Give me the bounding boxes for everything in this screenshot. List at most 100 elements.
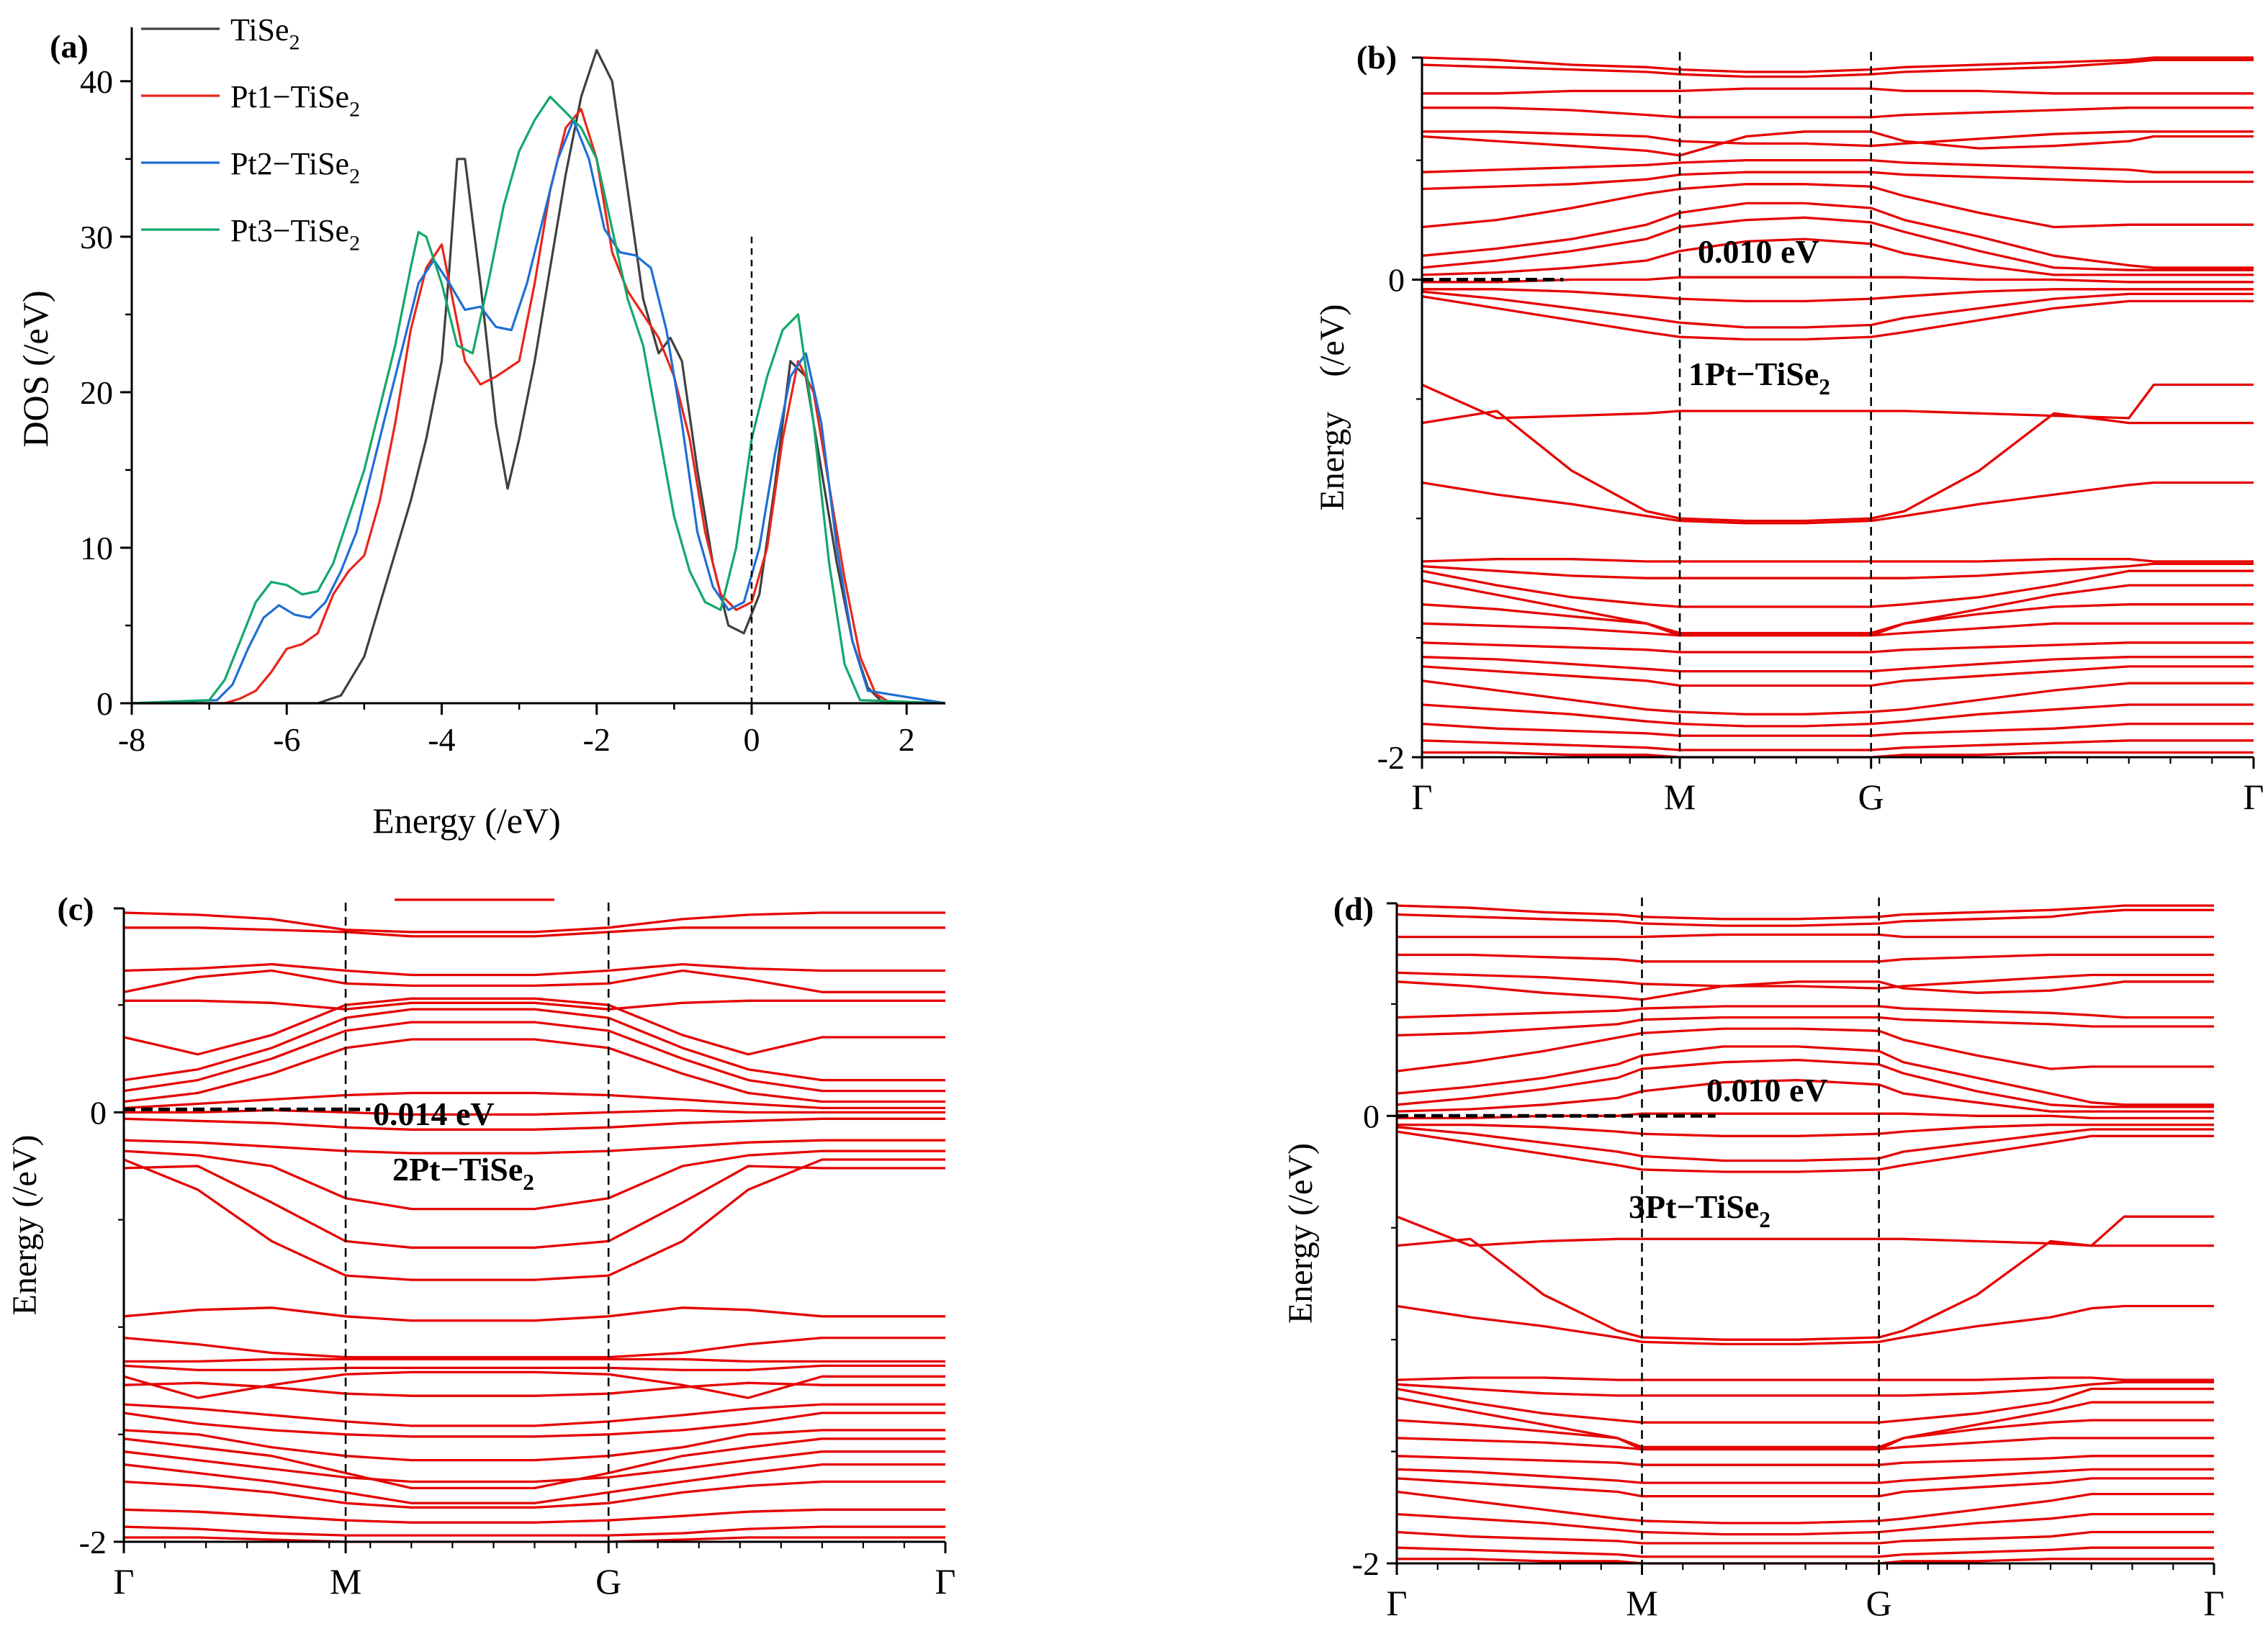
legend-entry-1: Pt1−TiSe2: [230, 79, 360, 121]
y-tick-label: 20: [80, 374, 113, 411]
dos-series-line-3: [131, 95, 946, 705]
kpoint-label: M: [1664, 777, 1696, 817]
x-axis-title: Energy (/eV): [372, 800, 560, 841]
band-title-subscript: 2: [523, 1170, 534, 1195]
legend-entry-2-base: Pt2−TiSe: [230, 146, 349, 181]
band-line-22: [1396, 1396, 2214, 1449]
band-line-6: [1396, 1005, 2214, 1019]
y-tick-label: 0: [96, 685, 113, 722]
legend-entry-0-base: TiSe: [230, 12, 289, 48]
band-line-26: [123, 1450, 945, 1483]
band-line-2: [123, 962, 945, 977]
y-tick-label: 0: [1363, 1098, 1380, 1134]
band-line-21: [1396, 1387, 2214, 1424]
band-line-4: [1396, 971, 2214, 990]
band-line-4: [1422, 130, 2254, 148]
band-line-17: [1396, 1237, 2214, 1341]
band-line-26: [1396, 1468, 2214, 1484]
legend-entry-2-subscript: 2: [349, 164, 360, 188]
kpoint-label: G: [1858, 777, 1884, 817]
band-line-5: [1421, 130, 2254, 157]
band-line-12: [1422, 276, 2254, 284]
band-line-6: [1421, 158, 2254, 173]
band-line-9: [1421, 202, 2254, 269]
band-line-18: [1396, 1304, 2214, 1346]
band-gap-annotation: 0.014 eV: [373, 1096, 495, 1132]
band-line-16: [123, 1306, 945, 1322]
band-title-subscript: 2: [1819, 374, 1830, 399]
kpoint-label: G: [1866, 1583, 1892, 1623]
band-line-29: [1421, 703, 2254, 728]
kpoint-label: M: [330, 1561, 361, 1602]
band-title-base: 2Pt−TiSe: [392, 1151, 523, 1188]
band-line-19: [1421, 558, 2254, 563]
band-line-4: [124, 999, 945, 1011]
band-line-26: [1421, 656, 2254, 673]
kpoint-label: Γ: [2204, 1583, 2225, 1623]
band-line-30: [123, 1525, 945, 1537]
band-line-13: [1422, 288, 2254, 303]
kpoint-label: Γ: [2244, 777, 2264, 817]
x-tick-label: -4: [428, 721, 455, 758]
kpoint-label: Γ: [1387, 1583, 1408, 1623]
band-line-1: [1396, 908, 2214, 927]
band-line-6: [123, 1008, 945, 1082]
band-line-19: [123, 1364, 945, 1372]
band-line-1: [124, 926, 945, 938]
band-line-5: [1396, 980, 2214, 1001]
kpoint-label: Γ: [1412, 777, 1433, 817]
band-line-20: [123, 1370, 945, 1399]
kpoint-label: Γ: [935, 1561, 956, 1602]
band-line-13: [1397, 1124, 2214, 1137]
dos-series-line-2: [131, 119, 946, 705]
y-tick-label: 10: [80, 530, 113, 566]
band-line-0: [1396, 904, 2214, 921]
band-line-15: [1421, 295, 2254, 341]
band-line-18: [124, 1358, 945, 1363]
band-line-9: [123, 1091, 945, 1110]
band-line-7: [123, 1021, 945, 1093]
band-title-subscript: 2: [1759, 1207, 1770, 1232]
band-line-2: [1422, 87, 2254, 95]
band-line-2: [1397, 933, 2214, 939]
y-axis-title: Energy (/eV): [1282, 1143, 1320, 1324]
band-line-24: [1396, 1437, 2214, 1451]
panel-tag-b: (b): [1356, 39, 1397, 76]
x-tick-label: -8: [118, 721, 145, 758]
band-line-3: [123, 969, 945, 993]
band-line-22: [123, 1403, 945, 1427]
band-line-11: [1396, 1078, 2214, 1113]
panel-tag-c: (c): [57, 890, 94, 927]
band-line-15: [123, 1165, 945, 1249]
legend-entry-3: Pt3−TiSe2: [230, 213, 360, 255]
band-line-3: [1397, 953, 2214, 963]
band-line-9: [1396, 1045, 2214, 1106]
band-line-5: [123, 997, 945, 1056]
band-line-25: [1421, 641, 2254, 654]
band-line-11: [123, 1117, 945, 1131]
band-line-27: [123, 1463, 945, 1504]
band-gap-annotation: 0.010 eV: [1698, 233, 1819, 270]
band-line-20: [1396, 1381, 2214, 1397]
band-line-18: [1421, 481, 2254, 525]
band-line-17: [123, 1336, 945, 1359]
band-title: 2Pt−TiSe2: [392, 1151, 534, 1195]
band-title-base: 3Pt−TiSe: [1629, 1188, 1759, 1225]
band-line-8: [1396, 1027, 2214, 1072]
legend-entry-2: Pt2−TiSe2: [230, 146, 360, 188]
y-tick-label: -2: [1352, 1545, 1380, 1582]
band-line-24: [1421, 622, 2254, 637]
legend-entry-3-base: Pt3−TiSe: [230, 213, 349, 248]
band-line-14: [1421, 290, 2254, 329]
band-line-0: [1421, 56, 2254, 73]
dos-series-line-0: [132, 49, 945, 705]
legend-entry-0-subscript: 2: [289, 30, 300, 54]
band-gap-annotation: 0.010 eV: [1706, 1072, 1828, 1108]
kpoint-label: Γ: [114, 1561, 135, 1602]
band-line-1: [1421, 58, 2254, 78]
